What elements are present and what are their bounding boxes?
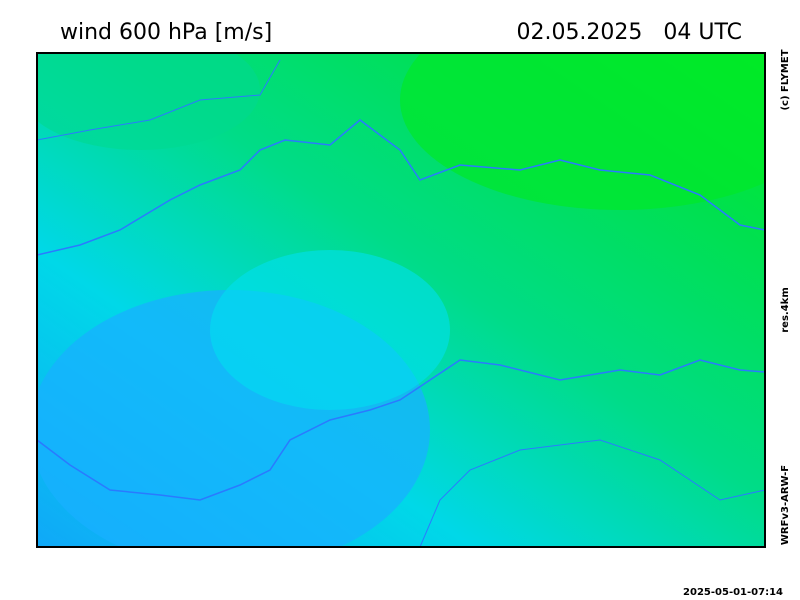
- field-blob: [210, 250, 450, 410]
- frame: [36, 52, 766, 548]
- border: [37, 59, 281, 141]
- border: [37, 119, 765, 256]
- model: WRFv3-ARW-F: [780, 465, 791, 545]
- timestamp: 2025-05-01-07:14: [683, 587, 783, 598]
- field-blob: [400, 53, 765, 210]
- border: [37, 359, 765, 501]
- resolution: res.4km: [780, 287, 791, 333]
- copyright: (c) FLYMET: [780, 49, 791, 110]
- datetime: 02.05.2025 04 UTC: [516, 20, 742, 45]
- title: wind 600 hPa [m/s]: [60, 20, 272, 45]
- map: [37, 53, 765, 547]
- border: [419, 439, 765, 547]
- field-blob: [37, 53, 260, 150]
